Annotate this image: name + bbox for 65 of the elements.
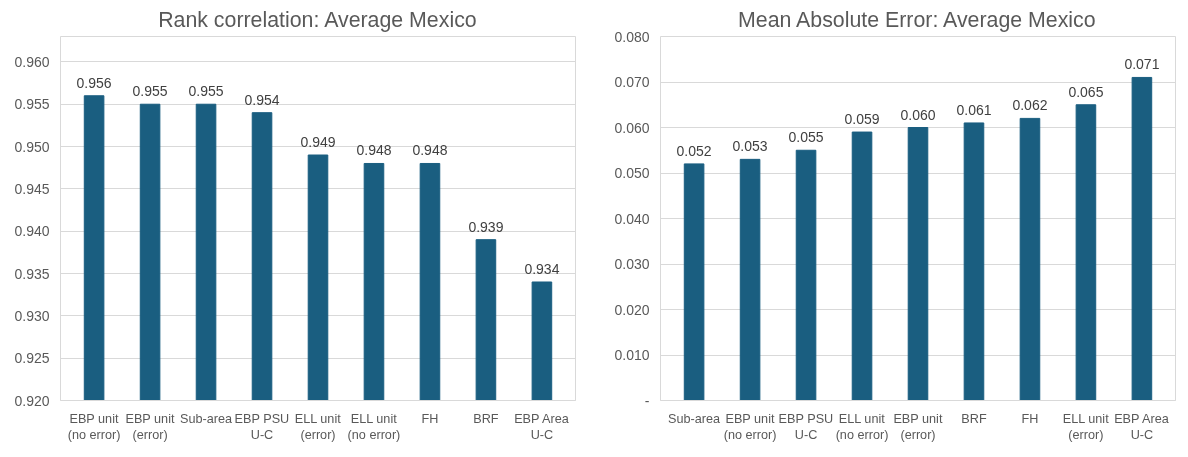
data-label: 0.060 xyxy=(900,106,936,123)
bar xyxy=(851,131,873,401)
data-label: 0.059 xyxy=(844,111,880,128)
y-tick-label: 0.040 xyxy=(614,210,650,227)
x-tick-label: ELL unit (error) xyxy=(1062,411,1110,443)
bar xyxy=(1131,76,1153,401)
x-tick-label: ELL unit (error) xyxy=(294,411,342,443)
y-tick-label: 0.935 xyxy=(14,265,50,282)
x-tick-label: BRF xyxy=(473,411,499,426)
chart-title: Mean Absolute Error: Average Mexico xyxy=(738,7,1096,32)
data-label: 0.948 xyxy=(356,142,392,159)
y-tick-label: 0.945 xyxy=(14,180,50,197)
y-tick-label: 0.950 xyxy=(14,138,50,155)
x-tick-label: EBP Area U-C xyxy=(514,411,570,443)
chart-title: Rank correlation: Average Mexico xyxy=(158,7,477,32)
x-tick-label: EBP PSU U-C xyxy=(778,411,834,443)
data-label: 0.071 xyxy=(1124,56,1160,73)
y-tick-label: 0.955 xyxy=(14,96,50,113)
y-tick-label: 0.030 xyxy=(614,256,650,272)
bar xyxy=(683,163,705,401)
y-tick-label: 0.020 xyxy=(614,301,650,318)
x-tick-label: EBP unit (error) xyxy=(893,411,943,443)
y-tick-label: 0.070 xyxy=(614,74,650,90)
data-label: 0.948 xyxy=(412,142,448,159)
data-label: 0.934 xyxy=(524,260,560,277)
x-tick-label: EBP unit (no error) xyxy=(67,411,121,443)
x-tick-label: EBP Area U-C xyxy=(1114,411,1170,443)
data-label: 0.065 xyxy=(1068,83,1104,100)
y-tick-label: 0.080 xyxy=(614,28,650,45)
bar xyxy=(1019,117,1041,401)
x-tick-label: ELL unit (no error) xyxy=(347,411,401,443)
x-tick-label: ELL unit (no error) xyxy=(835,411,889,443)
y-tick-label: 0.940 xyxy=(14,223,50,240)
data-label: 0.052 xyxy=(676,142,712,159)
y-tick-label: 0.050 xyxy=(614,165,650,181)
x-tick-label: FH xyxy=(421,411,439,426)
data-label: 0.055 xyxy=(788,129,824,146)
y-tick-label: 0.920 xyxy=(14,392,50,409)
y-tick-label: 0.925 xyxy=(14,350,50,367)
x-tick-label: EBP unit (no error) xyxy=(723,411,777,443)
data-label: 0.956 xyxy=(76,74,112,91)
x-tick-label: FH xyxy=(1021,411,1039,426)
data-label: 0.954 xyxy=(244,91,280,108)
data-label: 0.939 xyxy=(468,218,504,235)
data-label: 0.062 xyxy=(1012,97,1048,114)
y-tick-label: - xyxy=(644,392,650,409)
x-tick-label: EBP unit (error) xyxy=(125,411,175,443)
data-label: 0.949 xyxy=(300,134,336,151)
y-tick-label: 0.960 xyxy=(14,53,50,70)
bar xyxy=(739,158,761,401)
x-tick-label: BRF xyxy=(961,411,987,426)
data-label: 0.061 xyxy=(956,101,992,118)
x-tick-label: Sub-area xyxy=(668,411,722,426)
data-label: 0.053 xyxy=(732,138,768,155)
bar xyxy=(795,149,817,401)
data-label: 0.955 xyxy=(188,83,224,100)
y-tick-label: 0.060 xyxy=(614,119,650,136)
bar xyxy=(963,122,985,401)
x-tick-label: EBP PSU U-C xyxy=(234,411,290,443)
bar xyxy=(907,127,929,401)
x-tick-label: Sub-area xyxy=(180,411,234,426)
y-tick-label: 0.930 xyxy=(14,307,50,324)
y-tick-label: 0.010 xyxy=(614,347,650,363)
bar xyxy=(1075,104,1097,401)
data-label: 0.955 xyxy=(132,83,168,100)
